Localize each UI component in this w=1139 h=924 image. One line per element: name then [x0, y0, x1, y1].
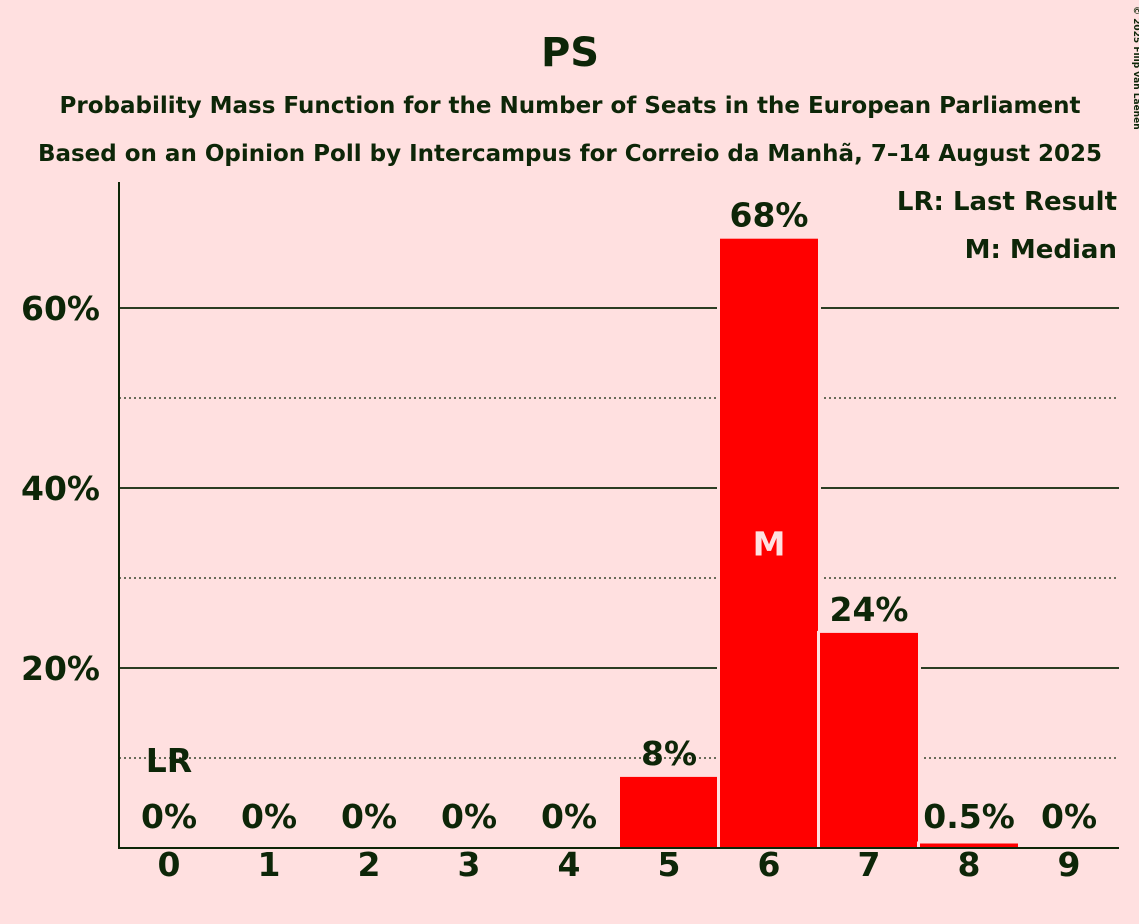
chart-title: PS — [541, 30, 599, 76]
x-axis-tick-labels: 0 1 2 3 4 5 6 7 8 9 — [158, 845, 1081, 884]
bar-8 — [920, 843, 1018, 848]
chart-subtitle-line-1: Probability Mass Function for the Number… — [60, 93, 1081, 119]
value-label-3: 0% — [441, 797, 497, 836]
legend-entry-1: M: Median — [965, 235, 1117, 265]
x-tick-label-4: 4 — [558, 845, 581, 884]
value-label-8: 0.5% — [923, 797, 1015, 836]
value-labels: 0% 0% 0% 0% 0% 8% 68% 24% 0.5% 0% — [141, 196, 1097, 836]
y-tick-label-40: 40% — [21, 469, 100, 508]
x-tick-label-8: 8 — [958, 845, 981, 884]
copyright-notice: © 2025 Filip van Laenen — [1131, 6, 1139, 130]
y-tick-label-20: 20% — [21, 649, 100, 688]
x-tick-label-9: 9 — [1058, 845, 1081, 884]
bar-5 — [620, 776, 718, 848]
value-label-5: 8% — [641, 734, 697, 773]
y-tick-label-60: 60% — [21, 289, 100, 328]
legend: LR: Last Result M: Median — [897, 187, 1117, 265]
bar-6 — [720, 238, 818, 848]
x-tick-label-7: 7 — [858, 845, 881, 884]
last-result-marker: LR — [146, 741, 192, 780]
value-label-6: 68% — [730, 196, 809, 235]
legend-entry-0: LR: Last Result — [897, 187, 1117, 217]
value-label-7: 24% — [830, 590, 909, 629]
bar-7 — [820, 632, 918, 848]
x-tick-label-3: 3 — [458, 845, 481, 884]
x-tick-label-6: 6 — [758, 845, 781, 884]
value-label-4: 0% — [541, 797, 597, 836]
y-axis-tick-labels: 20% 40% 60% — [21, 289, 100, 688]
median-marker: M — [753, 524, 786, 563]
x-tick-label-1: 1 — [258, 845, 281, 884]
value-label-0: 0% — [141, 797, 197, 836]
chart-subtitle-line-2: Based on an Opinion Poll by Intercampus … — [38, 141, 1102, 167]
gridlines — [119, 307, 1119, 759]
value-label-1: 0% — [241, 797, 297, 836]
bars — [617, 236, 1021, 848]
x-tick-label-0: 0 — [158, 845, 181, 884]
value-label-2: 0% — [341, 797, 397, 836]
x-tick-label-5: 5 — [658, 845, 681, 884]
x-tick-label-2: 2 — [358, 845, 381, 884]
value-label-9: 0% — [1041, 797, 1097, 836]
markers: LR M — [146, 524, 786, 780]
